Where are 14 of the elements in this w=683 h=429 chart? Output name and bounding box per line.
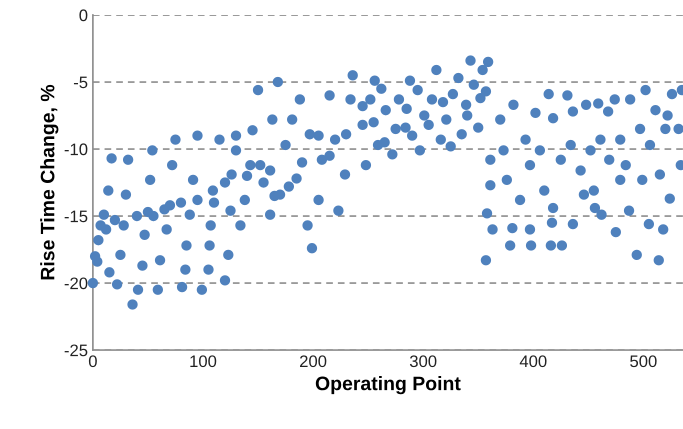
- x-tick-label: 300: [410, 355, 436, 368]
- y-tick-label: -20: [64, 277, 88, 290]
- x-tick-label: 200: [300, 355, 326, 368]
- y-tick-label: -5: [74, 76, 88, 88]
- x-tick-label: 100: [190, 355, 216, 368]
- x-tick-label: 400: [520, 355, 547, 368]
- y-tick-label: -15: [64, 210, 88, 222]
- y-tick-label: -10: [64, 143, 88, 156]
- x-tick-label: 0: [88, 355, 97, 368]
- x-axis-title: Operating Point: [316, 376, 461, 394]
- y-tick-label: -25: [64, 344, 88, 356]
- y-tick-label: 0: [79, 9, 88, 22]
- x-tick-label: 500: [630, 355, 657, 368]
- y-axis-title: Rise Time Change, %: [40, 84, 58, 280]
